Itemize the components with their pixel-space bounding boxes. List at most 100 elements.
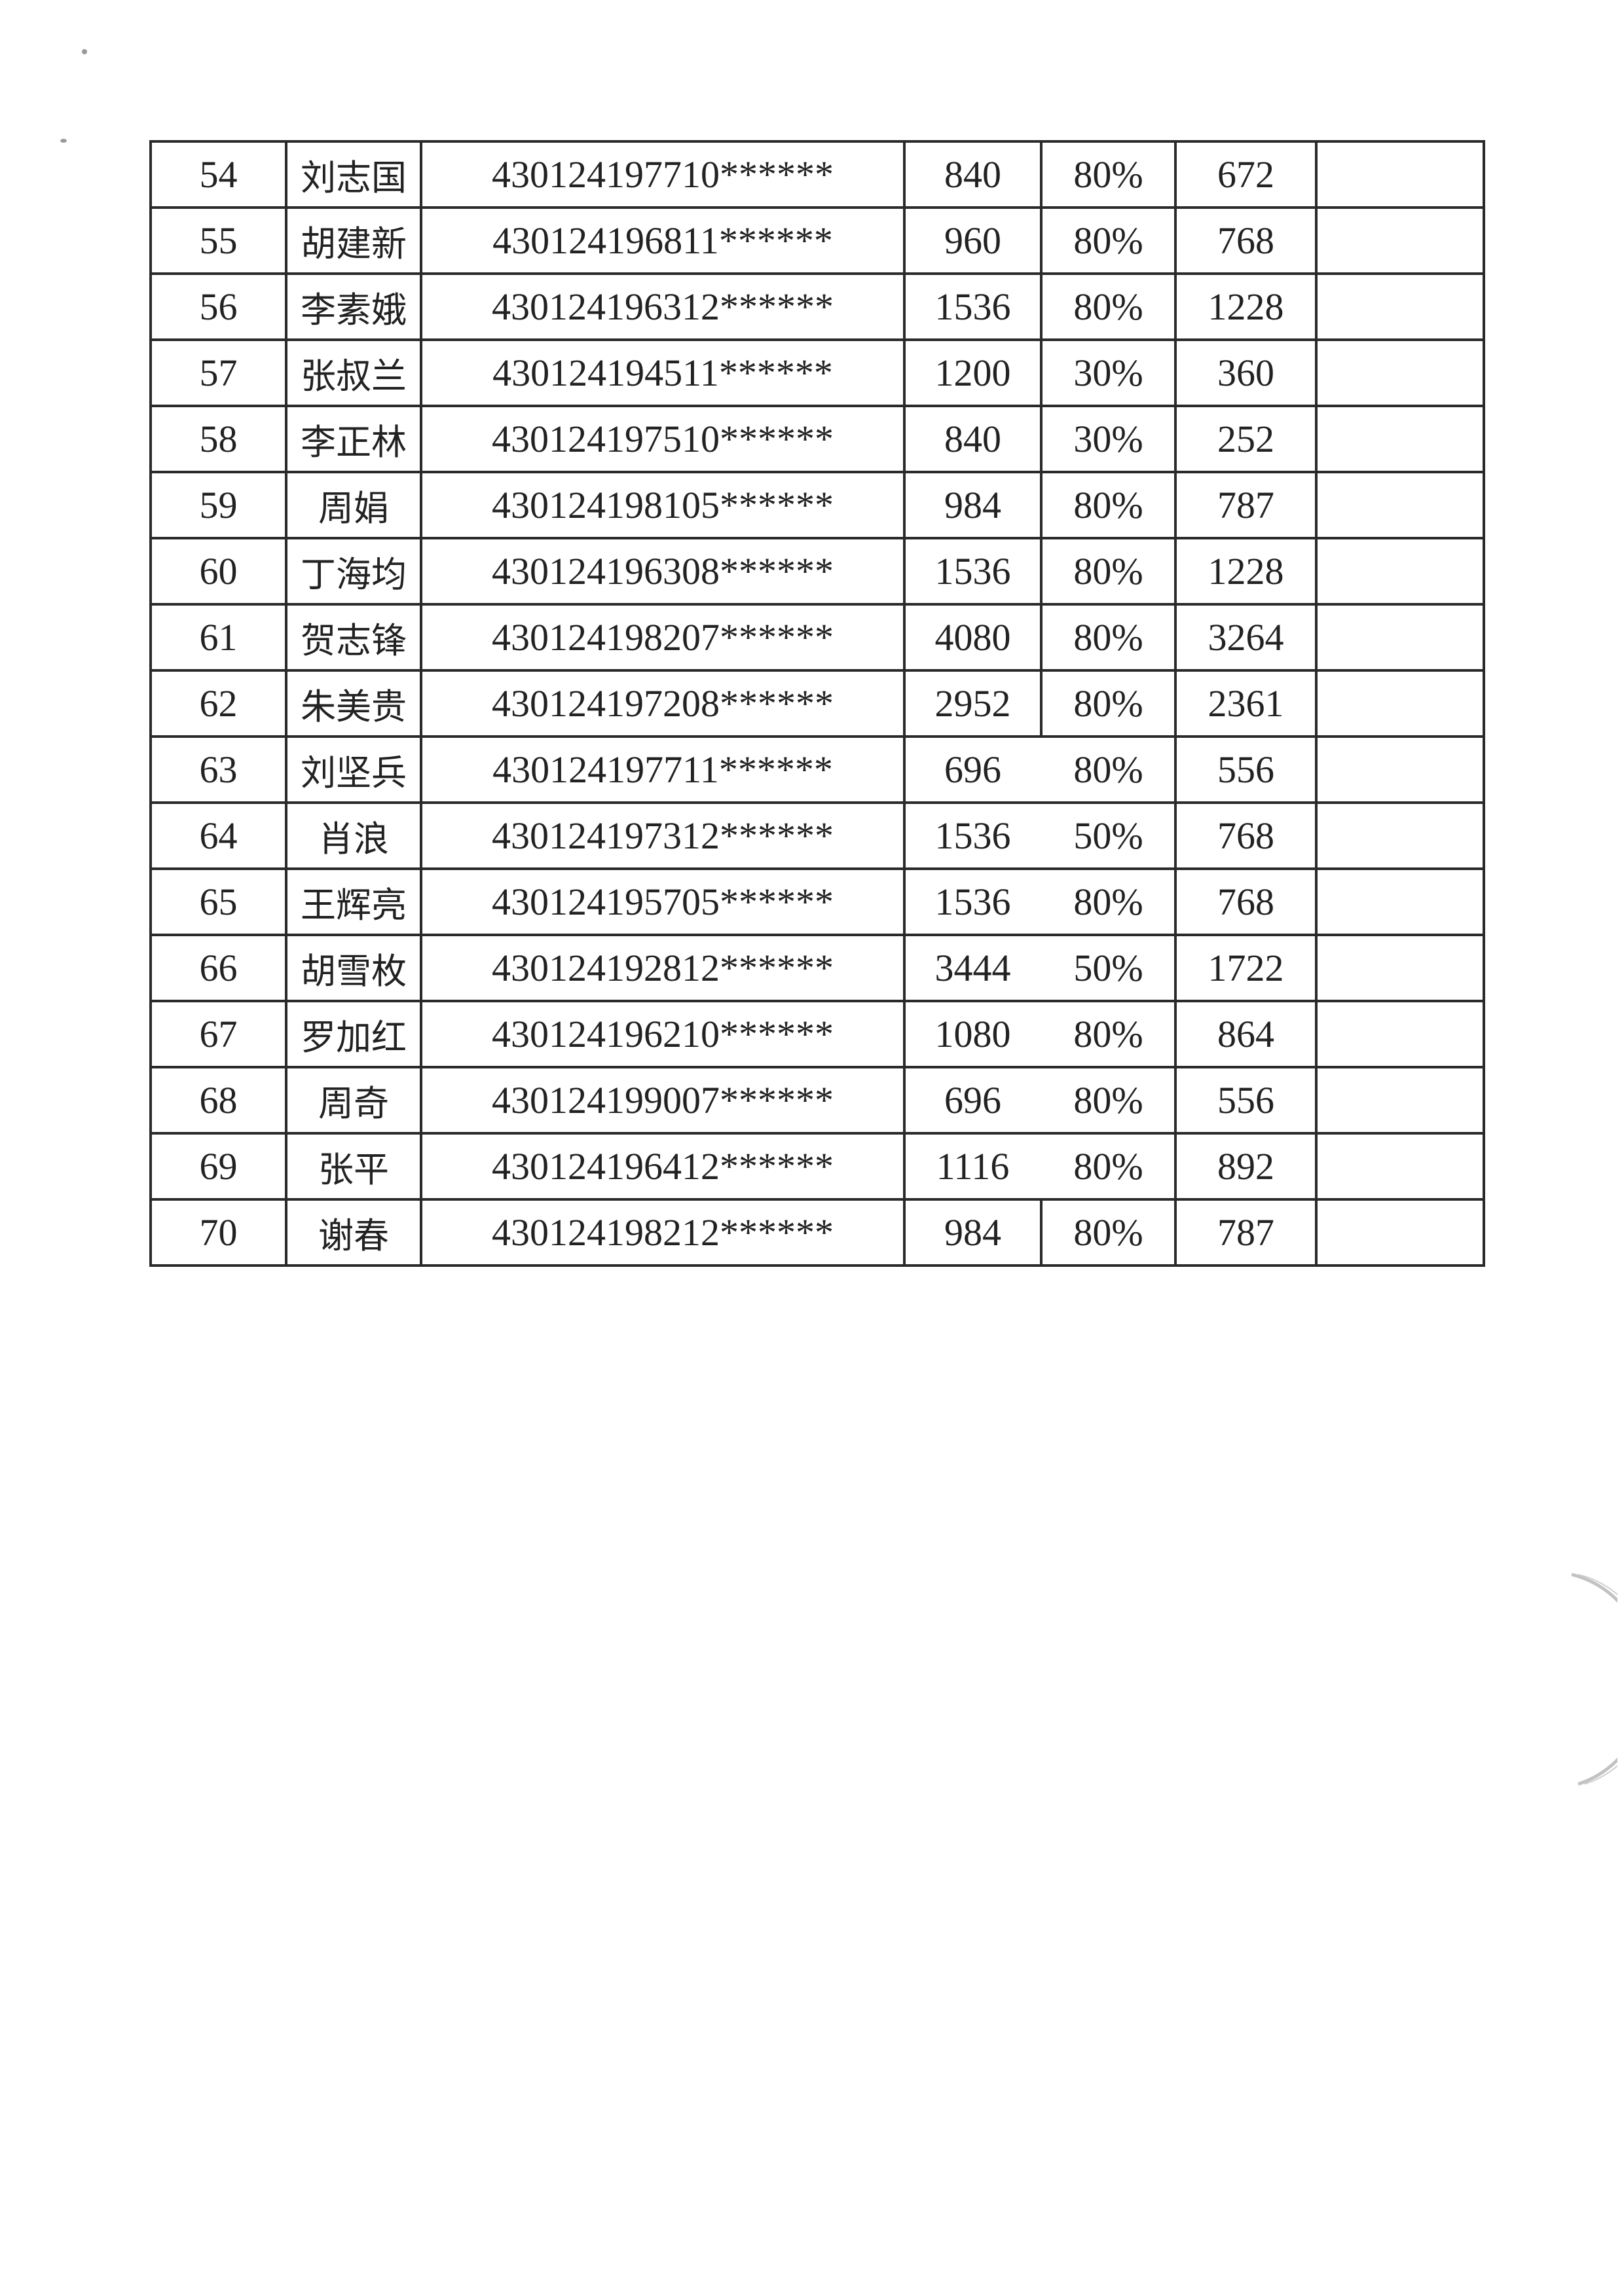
cell-text: 30% — [1073, 418, 1143, 460]
cell-area: 2952 — [903, 669, 1043, 738]
cell-amount: 1722 — [1174, 934, 1318, 1002]
cell-amount: 672 — [1174, 140, 1318, 209]
cell-name: 肖浪 — [285, 801, 422, 870]
cell-text: 840 — [944, 153, 1001, 196]
cell-text: 3264 — [1208, 616, 1284, 659]
cell-text: 70 — [199, 1211, 238, 1254]
cell-name: 胡建新 — [285, 206, 422, 275]
cell-ratio: 80% — [1040, 206, 1177, 275]
cell-note — [1315, 1132, 1485, 1201]
table-row: 56 李素娥 430124196312****** 1536 80% 1228 — [149, 272, 1485, 341]
cell-text: 556 — [1217, 1079, 1274, 1121]
cell-id: 430124196308****** — [420, 537, 906, 606]
cell-text: 80% — [1073, 682, 1143, 725]
cell-note — [1315, 206, 1485, 275]
cell-text: 960 — [944, 219, 1001, 262]
cell-amount: 892 — [1174, 1132, 1318, 1201]
cell-no: 62 — [149, 669, 287, 738]
cell-text: 李正林 — [301, 422, 407, 463]
cell-amount: 864 — [1174, 1000, 1318, 1068]
cell-text: 肖浪 — [318, 818, 389, 860]
cell-text: 696 — [944, 1079, 1001, 1121]
table-row: 54 刘志国 430124197710****** 840 80% 672 — [149, 140, 1485, 209]
cell-text: 周奇 — [318, 1083, 389, 1124]
table-row: 62 朱美贵 430124197208****** 2952 80% 2361 — [149, 669, 1485, 738]
cell-text: 67 — [199, 1013, 238, 1055]
cell-id: 430124197710****** — [420, 140, 906, 209]
cell-name: 刘志国 — [285, 140, 422, 209]
cell-ratio: 80% — [1040, 537, 1177, 606]
cell-text: 430124198212****** — [492, 1211, 834, 1254]
cell-note — [1315, 801, 1485, 870]
table-row: 70 谢春 430124198212****** 984 80% 787 — [149, 1198, 1485, 1267]
cell-text: 胡建新 — [301, 223, 407, 264]
cell-note — [1315, 669, 1485, 738]
table-row: 64 肖浪 430124197312****** 1536 50% 768 — [149, 801, 1485, 870]
cell-amount: 2361 — [1174, 669, 1318, 738]
cell-text: 60 — [199, 550, 238, 592]
cell-text: 李素娥 — [301, 289, 407, 331]
table-row: 57 张叔兰 430124194511****** 1200 30% 360 — [149, 338, 1485, 407]
cell-id: 430124194511****** — [420, 338, 906, 407]
table-row: 67 罗加红 430124196210****** 1080 80% 864 — [149, 1000, 1485, 1068]
scan-speck — [82, 49, 87, 54]
cell-text: 1536 — [934, 285, 1011, 328]
cell-text: 787 — [1217, 484, 1274, 526]
cell-text: 80% — [1073, 219, 1143, 262]
cell-text: 刘坚兵 — [301, 752, 407, 793]
cell-text: 430124195705****** — [492, 881, 834, 923]
cell-id: 430124198105****** — [420, 471, 906, 539]
cell-text: 1200 — [934, 352, 1011, 394]
cell-ratio: 50% — [1041, 801, 1177, 870]
cell-text: 65 — [199, 881, 238, 923]
cell-text: 768 — [1217, 814, 1274, 857]
cell-name: 李素娥 — [285, 272, 422, 341]
cell-text: 430124196312****** — [492, 285, 834, 328]
cell-text: 56 — [199, 285, 238, 328]
cell-ratio: 50% — [1041, 934, 1177, 1002]
official-seal-stamp — [1571, 1573, 1617, 1786]
cell-area: 696 — [903, 735, 1041, 804]
cell-no: 66 — [149, 934, 287, 1002]
cell-text: 672 — [1217, 153, 1274, 196]
table-row: 58 李正林 430124197510****** 840 30% 252 — [149, 405, 1485, 473]
cell-no: 58 — [149, 405, 287, 473]
cell-no: 68 — [149, 1066, 287, 1135]
cell-text: 252 — [1217, 418, 1274, 460]
cell-area: 1536 — [903, 801, 1041, 870]
cell-area: 984 — [903, 471, 1043, 539]
cell-text: 王辉亮 — [301, 884, 407, 926]
cell-note — [1315, 1198, 1485, 1267]
cell-text: 430124197711****** — [492, 748, 833, 791]
cell-no: 56 — [149, 272, 287, 341]
table-row: 55 胡建新 430124196811****** 960 80% 768 — [149, 206, 1485, 275]
cell-text: 周娟 — [318, 488, 389, 529]
cell-text: 1536 — [934, 881, 1011, 923]
cell-id: 430124196210****** — [420, 1000, 906, 1068]
cell-text: 80% — [1073, 1145, 1143, 1188]
cell-text: 50% — [1073, 947, 1143, 989]
cell-text: 80% — [1073, 550, 1143, 592]
cell-text: 63 — [199, 748, 238, 791]
cell-id: 430124198207****** — [420, 603, 906, 672]
cell-text: 840 — [944, 418, 1001, 460]
cell-area: 1536 — [903, 272, 1043, 341]
cell-no: 60 — [149, 537, 287, 606]
cell-text: 朱美贵 — [301, 686, 407, 727]
cell-text: 430124198207****** — [492, 616, 834, 659]
cell-area: 1200 — [903, 338, 1043, 407]
cell-name: 胡雪枚 — [285, 934, 422, 1002]
cell-no: 65 — [149, 867, 287, 936]
cell-id: 430124192812****** — [420, 934, 906, 1002]
cell-text: 80% — [1073, 1211, 1143, 1254]
cell-text: 30% — [1073, 352, 1143, 394]
cell-text: 55 — [199, 219, 238, 262]
cell-text: 61 — [199, 616, 238, 659]
cell-text: 3444 — [934, 947, 1011, 989]
cell-id: 430124197208****** — [420, 669, 906, 738]
cell-text: 80% — [1073, 1079, 1143, 1121]
cell-text: 1536 — [934, 550, 1011, 592]
cell-no: 57 — [149, 338, 287, 407]
cell-text: 430124192812****** — [492, 947, 834, 989]
cell-id: 430124197711****** — [420, 735, 906, 804]
